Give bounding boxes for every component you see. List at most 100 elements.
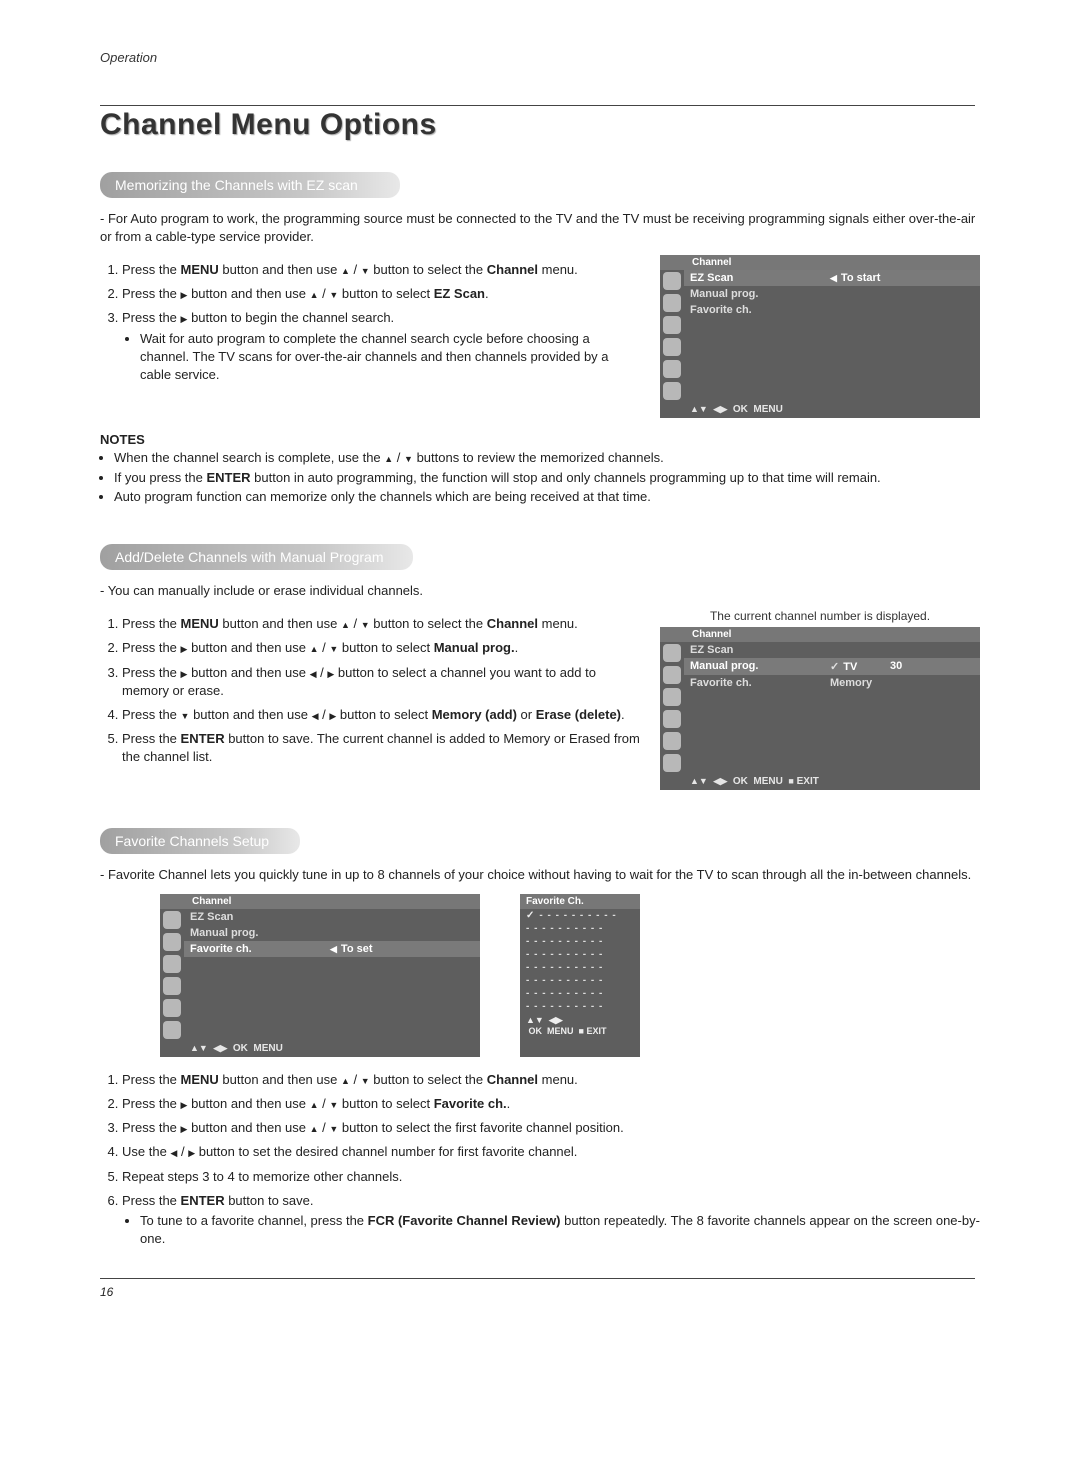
t: menu. [538,1072,578,1087]
right-icon [220,1043,227,1054]
osd-footer: OK MENU [660,402,980,418]
t: button to select [336,707,431,722]
t: Press the [122,262,181,277]
t: button to select the [370,1072,487,1087]
osd-iconcol [160,909,184,1041]
t: To set [330,943,474,955]
note1: When the channel search is complete, use… [114,449,980,467]
t: button to select the [370,262,487,277]
t: Manual prog. [690,288,830,300]
t: ENTER [181,731,225,746]
right-icon [720,776,727,787]
t: Manual prog. [190,927,330,939]
t: Channel [487,262,538,277]
s3-step3: Press the button and then use / button t… [122,1119,980,1137]
osd-icon [663,688,681,706]
down-icon [329,1120,338,1135]
t: Press the [122,707,181,722]
osd-icon [663,294,681,312]
s3-step1: Press the MENU button and then use / but… [122,1071,980,1089]
right-icon [556,1015,563,1025]
osd-row-favch: Favorite ch. [684,302,980,318]
up-icon [310,1096,319,1111]
t: MENU [753,776,782,787]
s3-sub1: To tune to a favorite channel, press the… [140,1212,980,1248]
fav-row: - - - - - - - - - - [520,987,640,1000]
t: MENU [181,616,219,631]
down-icon [329,640,338,655]
t: . [485,286,489,301]
t: button to select [338,286,433,301]
section1-heading: Memorizing the Channels with EZ scan [100,172,400,198]
t: buttons to review the memorized channels… [413,450,664,465]
t: / [393,450,404,465]
osd-icon [663,666,681,684]
t: / [350,616,361,631]
header-section: Operation [100,50,980,65]
t: When the channel search is complete, use… [114,450,384,465]
section1-intro: - For Auto program to work, the programm… [100,210,980,245]
s2-step4: Press the button and then use / button t… [122,706,642,724]
osd-row-manualprog: Manual prog. [684,286,980,302]
t: . [515,640,519,655]
t: Channel [487,616,538,631]
t: button and then use [189,707,311,722]
t: Manual prog. [690,660,830,673]
t: button and then use [219,1072,341,1087]
s2-step5: Press the ENTER button to save. The curr… [122,730,642,766]
up-icon [690,404,699,415]
fav-row: - - - - - - - - - - [520,935,640,948]
t: If you press the [114,470,207,485]
section2-intro: - You can manually include or erase indi… [100,582,980,600]
fav-row: - - - - - - - - - - [520,974,640,987]
down-icon [329,286,338,301]
osd-iconcol [660,270,684,402]
t: or [517,707,536,722]
up-icon [341,1072,350,1087]
osd-panel-ezscan: Channel EZ Scan To start [660,255,980,418]
t: Press the [122,1193,181,1208]
stop-icon [788,776,793,787]
osd-row-manualprog: Manual prog. TV 30 [684,658,980,675]
fav-row: - - - - - - - - - - [520,1000,640,1013]
section3-intro: - Favorite Channel lets you quickly tune… [100,866,980,884]
t: button and then use [219,616,341,631]
up-icon [690,776,699,787]
osd-row-ezscan: EZ Scan [684,642,980,658]
osd-row-favch: Favorite ch. Memory [684,675,980,691]
osd-icon [663,710,681,728]
t: Favorite ch. [434,1096,507,1111]
osd-icon [663,360,681,378]
s3-step5: Repeat steps 3 to 4 to memorize other ch… [122,1168,980,1186]
t: button to save. [225,1193,314,1208]
osd-footer: OK MENU EXIT [520,1013,640,1038]
t: 30 [890,660,974,673]
up-icon [190,1043,199,1054]
fav-row: - - - - - - - - - - [520,961,640,974]
s3-step2: Press the button and then use / button t… [122,1095,980,1113]
osd-footer: OK MENU EXIT [660,774,980,790]
t: Press the [122,731,181,746]
osd-icon [163,911,181,929]
osd-panel-favch: Channel EZ Scan Manual prog. Favorite ch… [160,894,480,1057]
t: . [621,707,625,722]
osd-title: Channel [160,894,480,909]
t: menu. [538,262,578,277]
t: Erase [536,707,571,722]
up-icon [384,450,393,465]
t: OK [733,404,748,415]
note2: If you press the ENTER button in auto pr… [114,469,980,487]
osd-title: Channel [660,255,980,270]
t: MENU [181,1072,219,1087]
section1-steps: Press the MENU button and then use / but… [100,261,642,384]
osd-icon [663,754,681,772]
down-icon [361,262,370,277]
s3-step6: Press the ENTER button to save. To tune … [122,1192,980,1249]
down-icon [535,1015,544,1025]
osd-icon [163,1021,181,1039]
osd-icon [663,316,681,334]
osd-icon [663,732,681,750]
s1-step1: Press the MENU button and then use / but… [122,261,642,279]
down-icon [361,616,370,631]
t: Use the [122,1144,170,1159]
